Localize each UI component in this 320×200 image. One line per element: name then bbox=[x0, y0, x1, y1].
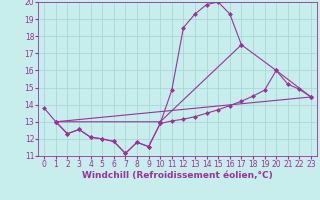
X-axis label: Windchill (Refroidissement éolien,°C): Windchill (Refroidissement éolien,°C) bbox=[82, 171, 273, 180]
